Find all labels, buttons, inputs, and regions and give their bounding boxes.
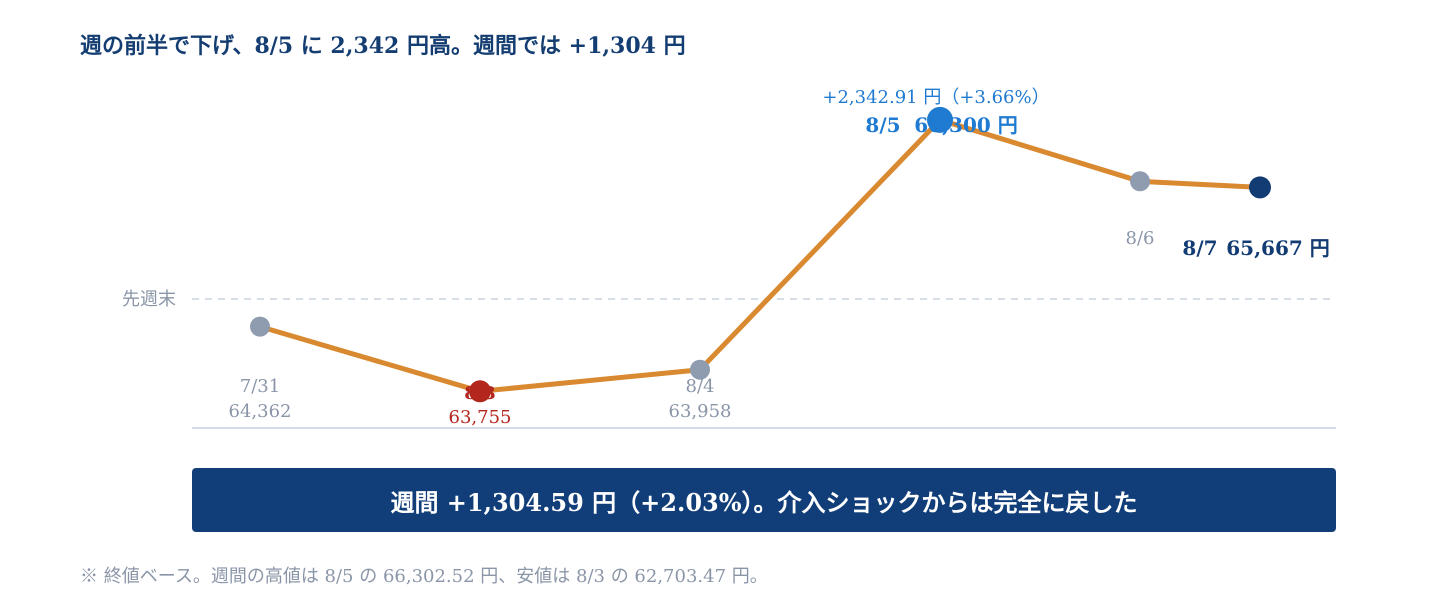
data-point-8-3 <box>469 380 491 403</box>
date-label-0804: 8/4 <box>686 376 715 397</box>
data-points <box>250 106 1271 403</box>
data-point-7-31 <box>250 316 270 337</box>
baseline-label: 先週末 <box>122 289 176 310</box>
footnote: ※ 終値ベース。週間の高値は 8/5 の 66,302.52 円、安値は 8/3… <box>80 566 768 587</box>
data-point-8-7 <box>1249 176 1271 199</box>
date-label-0731: 7/31 <box>240 376 280 397</box>
date-label-0807: 8/7 <box>1182 236 1217 260</box>
summary-banner: 週間 +1,304.59 円（+2.03%）。介入ショックからは完全に戻した <box>192 468 1336 532</box>
date-label-0803: 8/3 <box>464 383 496 404</box>
data-point-8-4 <box>690 359 710 380</box>
date-label-0806: 8/6 <box>1126 228 1155 249</box>
value-label-0805: 66,300 円 <box>914 113 1018 137</box>
data-point-8-5 <box>927 106 953 133</box>
value-label-0803: 63,755 <box>449 407 512 428</box>
value-label-0804: 63,958 <box>669 401 732 422</box>
data-point-8-6 <box>1130 171 1150 192</box>
chart-headline: 週の前半で下げ、8/5 に 2,342 円高。週間では +1,304 円 <box>80 33 686 59</box>
value-label-0731: 64,362 <box>229 401 292 422</box>
series-line <box>257 117 1263 394</box>
date-label-0805: 8/5 <box>865 113 900 137</box>
change-label-0805: +2,342.91 円（+3.66%） <box>822 87 1049 108</box>
value-label-0807: 65,667 円 <box>1226 236 1330 260</box>
